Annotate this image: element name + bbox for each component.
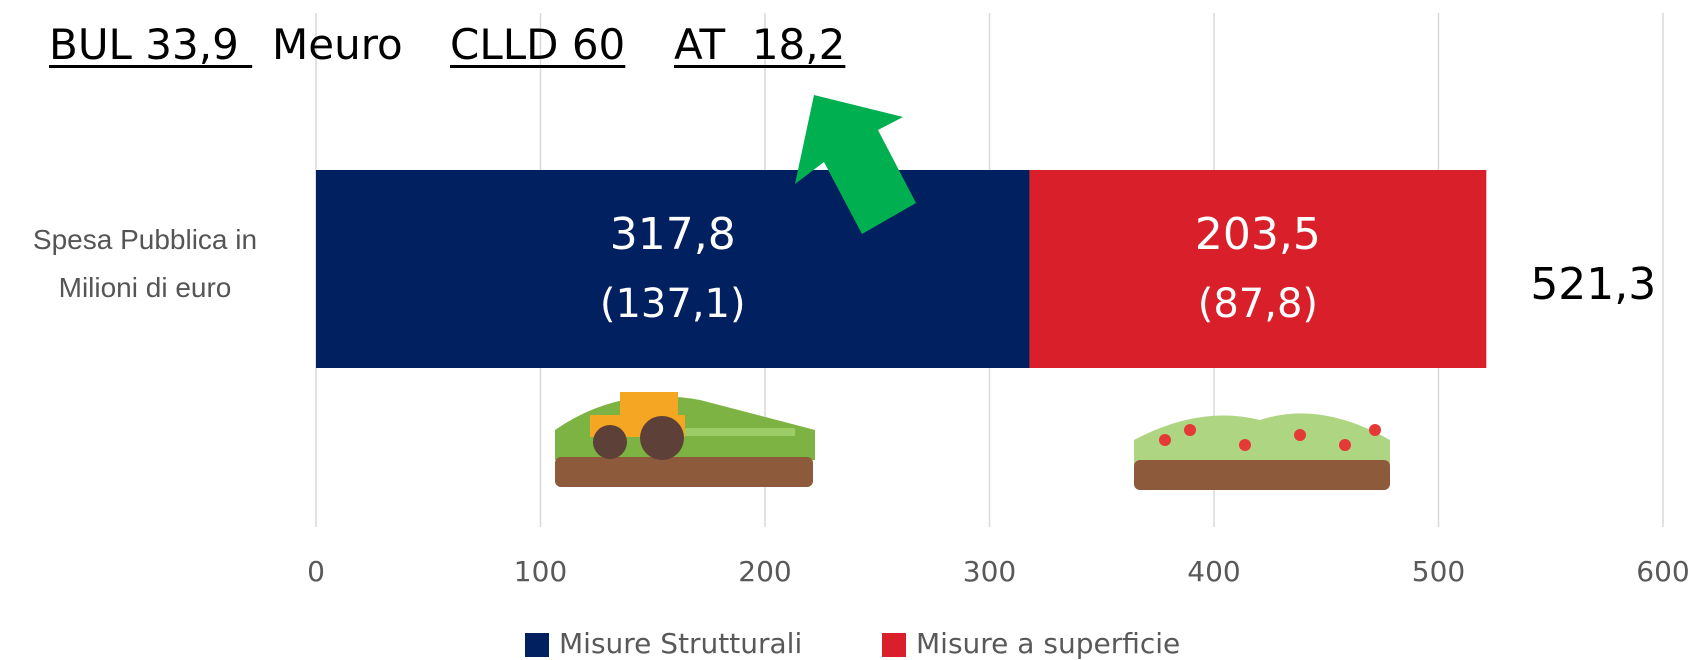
category-label: Spesa Pubblica in Milioni di euro xyxy=(32,224,258,303)
x-tick-label: 200 xyxy=(738,555,791,588)
bars: 317,8 (137,1) 203,5 (87,8) 521,3 xyxy=(316,170,1656,368)
annotation: AT 18,2 xyxy=(674,20,846,69)
vegetables-icon xyxy=(1134,413,1390,490)
x-tick-label: 400 xyxy=(1187,555,1240,588)
bar-segment xyxy=(1029,170,1487,368)
green-arrow xyxy=(795,95,916,234)
annotation: Meuro xyxy=(272,20,403,69)
legend: Misure Strutturali Misure a superficie xyxy=(525,627,1180,660)
legend-label: Misure Strutturali xyxy=(559,627,802,660)
x-tick-label: 100 xyxy=(514,555,567,588)
sub-value-label: (137,1) xyxy=(600,281,746,327)
bar-segment xyxy=(316,170,1030,368)
sub-value-label: (87,8) xyxy=(1198,281,1318,327)
value-label: 317,8 xyxy=(610,209,736,260)
tractor-icon xyxy=(555,392,815,487)
annotation: BUL 33,9 xyxy=(49,20,253,69)
annotation: CLLD 60 xyxy=(450,20,626,69)
x-tick-label: 300 xyxy=(963,555,1016,588)
x-tick-label: 0 xyxy=(307,555,325,588)
x-tick-label: 600 xyxy=(1636,555,1689,588)
legend-swatch xyxy=(525,633,549,657)
x-tick-label: 500 xyxy=(1412,555,1465,588)
total-label: 521,3 xyxy=(1530,259,1656,310)
legend-label: Misure a superficie xyxy=(916,627,1180,660)
value-label: 203,5 xyxy=(1195,209,1321,260)
legend-swatch xyxy=(882,633,906,657)
